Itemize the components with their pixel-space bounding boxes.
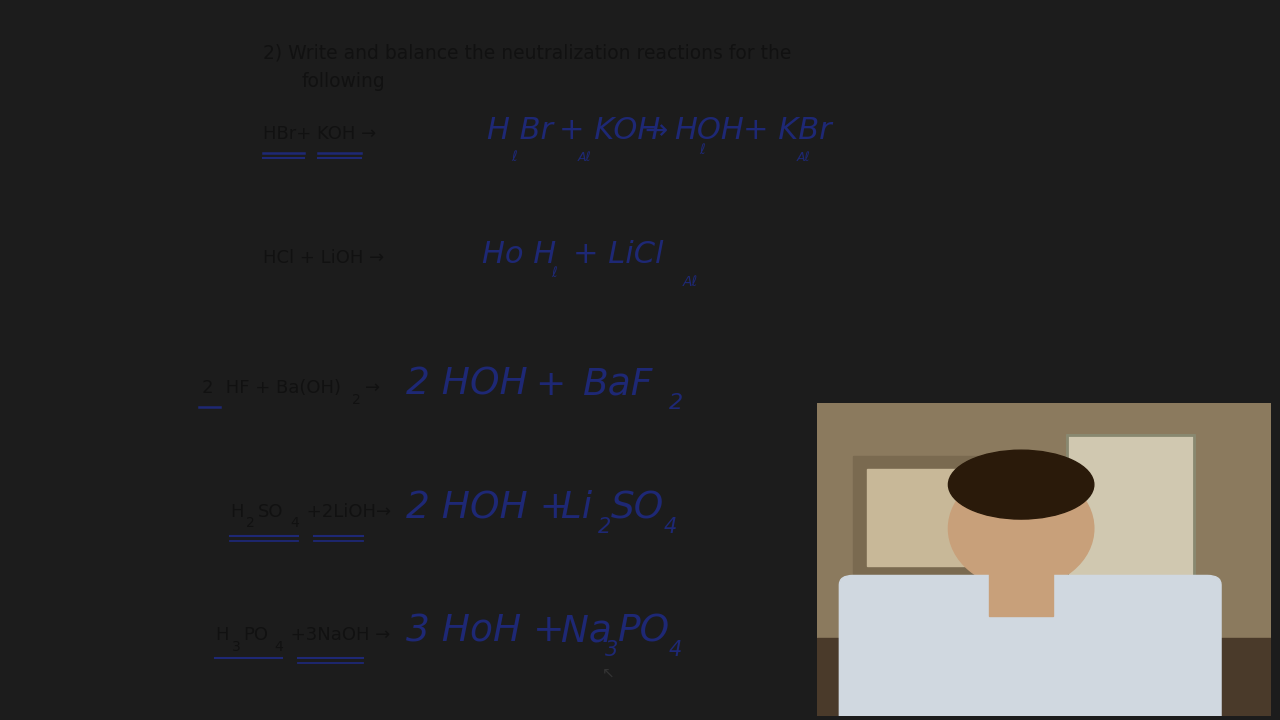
Text: Na: Na: [549, 613, 612, 649]
Text: H: H: [215, 626, 229, 644]
Text: Li: Li: [549, 490, 593, 526]
Text: 2) Write and balance the neutralization reactions for the: 2) Write and balance the neutralization …: [264, 44, 791, 63]
Text: →: →: [365, 379, 380, 397]
Ellipse shape: [948, 450, 1094, 519]
Text: 4: 4: [275, 639, 283, 654]
Text: 2: 2: [246, 516, 255, 530]
Text: ↖: ↖: [602, 665, 614, 680]
Text: ℓ: ℓ: [699, 143, 705, 157]
Text: →: →: [645, 117, 668, 145]
Text: 3: 3: [604, 640, 618, 660]
Text: BaF: BaF: [582, 366, 653, 402]
Text: Ho H: Ho H: [483, 240, 557, 269]
Ellipse shape: [948, 469, 1094, 588]
Text: PO: PO: [618, 613, 669, 649]
Bar: [867, 469, 975, 566]
Text: 4: 4: [663, 517, 677, 537]
Text: 2: 2: [352, 392, 361, 407]
Text: ℓ: ℓ: [552, 266, 557, 281]
Text: 4: 4: [668, 640, 682, 660]
Text: H Br: H Br: [488, 116, 553, 145]
Text: ℓ: ℓ: [511, 150, 517, 164]
Bar: [817, 403, 1271, 638]
Text: 2 HOH +: 2 HOH +: [406, 490, 571, 526]
Text: PO: PO: [243, 626, 268, 644]
Text: +3NaOH →: +3NaOH →: [285, 626, 390, 644]
Text: 4: 4: [289, 516, 298, 530]
FancyBboxPatch shape: [840, 575, 1221, 720]
Text: SO: SO: [612, 490, 664, 526]
Bar: [852, 456, 989, 575]
Text: HCl + LiOH →: HCl + LiOH →: [264, 248, 384, 266]
Bar: [1066, 434, 1194, 638]
Text: Aℓ: Aℓ: [682, 275, 698, 289]
Text: + KOH: + KOH: [559, 116, 660, 145]
Text: + KBr: + KBr: [742, 116, 832, 145]
Text: + LiCl: + LiCl: [573, 240, 663, 269]
Bar: [1066, 434, 1194, 638]
Text: HOH: HOH: [675, 116, 744, 145]
Text: SO: SO: [259, 503, 284, 521]
Text: Aℓ: Aℓ: [797, 151, 810, 164]
Text: HBr+ KOH →: HBr+ KOH →: [264, 125, 376, 143]
Text: 2: 2: [201, 379, 212, 397]
Text: following: following: [301, 72, 385, 91]
Text: 2: 2: [598, 517, 611, 537]
Text: +2LiOH→: +2LiOH→: [301, 503, 392, 521]
Text: +: +: [535, 368, 566, 402]
Bar: [989, 547, 1053, 616]
Bar: [817, 638, 1271, 716]
Text: 3 HoH +: 3 HoH +: [406, 613, 564, 649]
Text: 3: 3: [232, 639, 241, 654]
Text: 2: 2: [668, 393, 682, 413]
Text: HF + Ba(OH): HF + Ba(OH): [220, 379, 342, 397]
Text: H: H: [230, 503, 243, 521]
Text: Aℓ: Aℓ: [577, 151, 591, 164]
Text: 2 HOH: 2 HOH: [406, 366, 527, 402]
